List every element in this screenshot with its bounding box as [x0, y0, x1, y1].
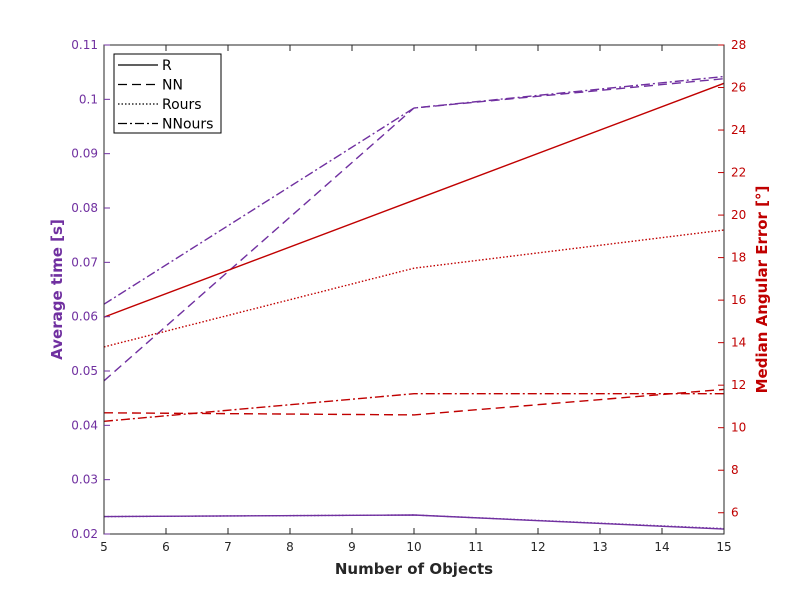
left-y-tick-label: 0.05 [71, 364, 98, 378]
series-line-error-r [103, 82, 725, 318]
series-line-time-rours [103, 514, 725, 530]
x-tick-label: 11 [468, 540, 483, 554]
left-y-tick-label: 0.04 [71, 418, 98, 432]
series-line-time-nnours [103, 75, 725, 305]
series-line-time-r [103, 514, 725, 530]
x-axis-ticks: 5 6 7 8 9 10 11 12 13 14 15 [100, 45, 732, 554]
left-y-tick-label: 0.07 [71, 255, 98, 269]
legend-label-rours: Rours [162, 97, 202, 113]
x-tick-label: 9 [348, 540, 356, 554]
left-y-tick-label: 0.06 [71, 310, 98, 324]
right-y-tick-label: 6 [731, 506, 739, 520]
left-y-axis-ticks: 0.02 0.03 0.04 0.05 0.06 0.07 0.08 0.09 0.1 0.11 [71, 38, 110, 541]
right-y-tick-label: 12 [731, 378, 746, 392]
plot-lines [103, 75, 725, 530]
right-y-tick-label: 20 [731, 208, 746, 222]
legend: R NN Rours NNours [113, 53, 222, 134]
x-tick-label: 7 [224, 540, 232, 554]
x-tick-label: 12 [530, 540, 545, 554]
right-y-tick-label: 22 [731, 166, 746, 180]
series-line-error-nn [103, 388, 725, 416]
legend-label-r: R [162, 58, 172, 74]
left-y-tick-label: 0.09 [71, 147, 98, 161]
series-line-error-nnours [103, 393, 724, 422]
right-y-tick-label: 18 [731, 251, 746, 265]
series-line-time-nn [103, 78, 725, 382]
right-y-tick-label: 26 [731, 81, 746, 95]
legend-box [113, 53, 222, 134]
right-y-tick-label: 24 [731, 123, 746, 137]
left-y-tick-label: 0.03 [71, 473, 98, 487]
series-line-error-rours [103, 229, 725, 348]
x-tick-label: 5 [100, 540, 108, 554]
right-y-tick-label: 10 [731, 421, 746, 435]
x-axis-title: Number of Objects [335, 560, 493, 578]
x-tick-label: 14 [654, 540, 669, 554]
right-y-tick-label: 8 [731, 463, 739, 477]
x-tick-label: 6 [162, 540, 170, 554]
legend-label-nnours: NNours [162, 117, 213, 133]
right-y-axis-ticks: 6 8 10 12 14 16 18 20 22 24 26 28 [718, 38, 746, 520]
left-y-axis-title: Average time [s] [48, 219, 66, 360]
x-tick-label: 8 [286, 540, 294, 554]
left-y-tick-label: 0.11 [71, 38, 98, 52]
x-tick-label: 10 [406, 540, 421, 554]
right-y-tick-label: 14 [731, 336, 746, 350]
legend-label-nn: NN [162, 78, 183, 94]
left-y-tick-label: 0.08 [71, 201, 98, 215]
right-y-tick-label: 16 [731, 293, 746, 307]
left-y-tick-label: 0.1 [79, 92, 98, 106]
left-y-tick-label: 0.02 [71, 527, 98, 541]
x-tick-label: 15 [716, 540, 731, 554]
right-y-axis-title: Median Angular Error [°] [753, 186, 771, 394]
right-y-tick-label: 28 [731, 38, 746, 52]
x-tick-label: 13 [592, 540, 607, 554]
